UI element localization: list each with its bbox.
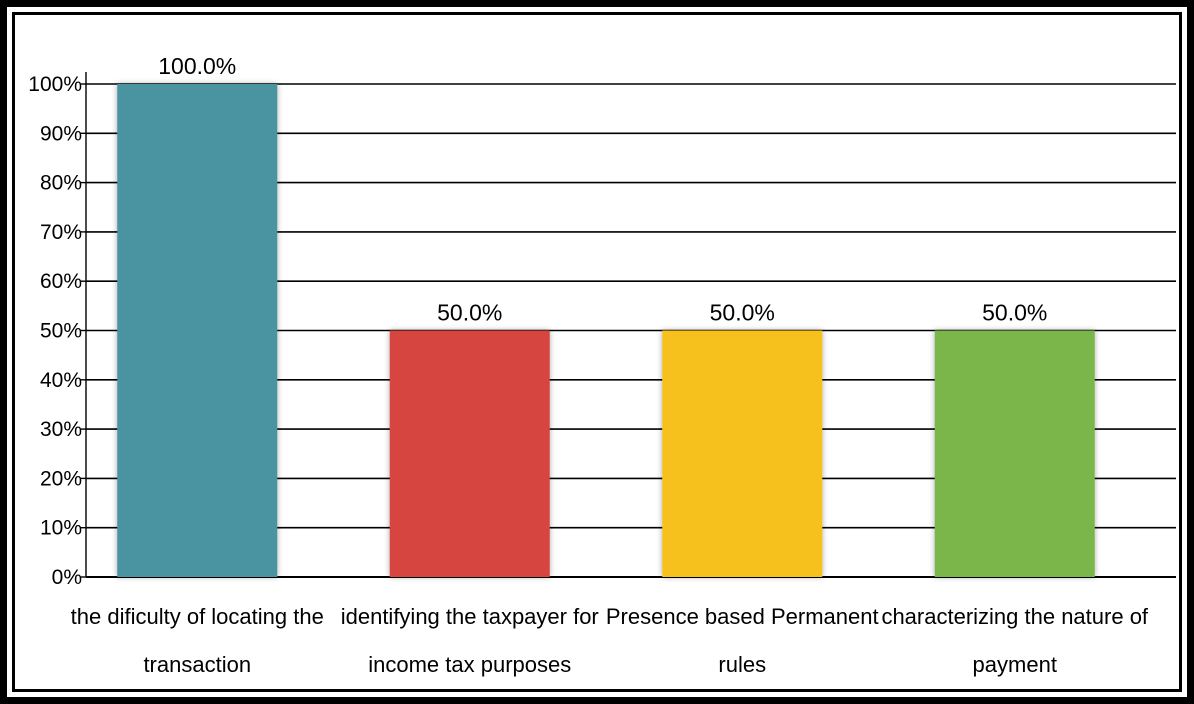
category-label: payment (973, 652, 1057, 677)
y-tick-label: 60% (40, 270, 82, 293)
category-label: characterizing the nature of (881, 604, 1148, 629)
bar (934, 330, 1095, 577)
category-label: the dificulty of locating the (71, 604, 324, 629)
bar (389, 330, 550, 577)
bars (117, 84, 1095, 577)
category-label: Presence based Permanent (606, 604, 879, 629)
data-label: 50.0% (982, 300, 1047, 326)
data-label: 100.0% (158, 53, 236, 79)
category-label: income tax purposes (368, 652, 571, 677)
y-tick-label: 90% (40, 122, 82, 145)
chart-inner-frame (12, 12, 1182, 692)
y-tick-label: 100% (28, 73, 82, 96)
data-label: 50.0% (710, 300, 775, 326)
bar (662, 330, 823, 577)
category-label: rules (718, 652, 766, 677)
y-tick-label: 10% (40, 517, 82, 540)
labels: 0% 10% 20% 30% 40% 50% 60% 70% 80% 90% 100% 100.0% t… (28, 53, 1149, 677)
y-tick-label: 30% (40, 418, 82, 441)
y-tick-label: 50% (40, 320, 82, 343)
y-tick-label: 0% (52, 566, 82, 589)
y-tick-label: 70% (40, 221, 82, 244)
y-tick-label: 40% (40, 369, 82, 392)
category-label: identifying the taxpayer for (341, 604, 599, 629)
y-tick-label: 80% (40, 172, 82, 195)
y-tick-label: 20% (40, 467, 82, 490)
category-label: transaction (143, 652, 251, 677)
data-label: 50.0% (437, 300, 502, 326)
bar (117, 84, 278, 577)
